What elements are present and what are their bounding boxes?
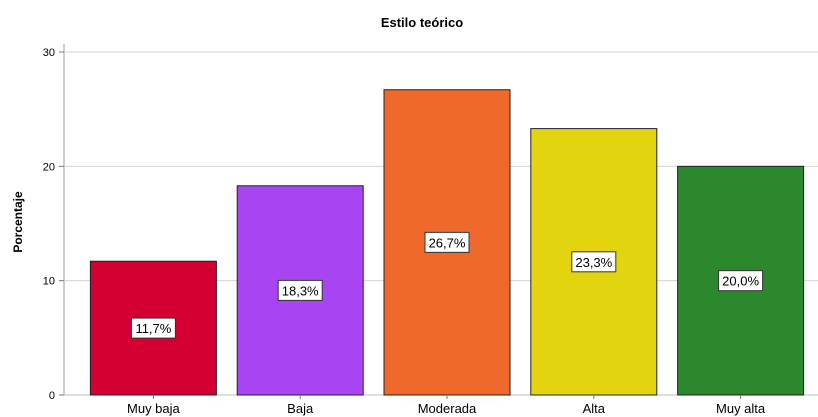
x-category-label: Baja xyxy=(287,401,314,416)
bars xyxy=(89,89,805,396)
data-label: 20,0% xyxy=(722,274,759,289)
data-label-box xyxy=(718,270,764,292)
bar-muy-baja xyxy=(89,260,217,396)
x-category-label: Moderada xyxy=(418,401,477,416)
data-label-box xyxy=(424,231,470,253)
data-label: 18,3% xyxy=(282,283,319,298)
y-tick-label: 0 xyxy=(49,390,55,402)
y-tick-label: 10 xyxy=(43,276,55,288)
data-label-box xyxy=(277,279,323,301)
data-label: 11,7% xyxy=(135,321,171,336)
chart-title: Estilo teórico xyxy=(381,15,463,30)
y-tick-label: 20 xyxy=(43,161,55,173)
data-label: 23,3% xyxy=(575,255,612,270)
x-category-label: Alta xyxy=(583,401,606,416)
x-category-label: Muy baja xyxy=(127,401,181,416)
y-axis-ticks: 0 10 20 30 xyxy=(43,47,64,402)
data-labels: 11,7% 18,3% 26,7% 23,3% 20,0% xyxy=(130,231,764,339)
data-label: 26,7% xyxy=(429,235,466,250)
x-axis-categories: Muy baja Baja Moderada Alta Muy alta xyxy=(127,395,766,416)
y-axis-label: Porcentaje xyxy=(11,191,25,253)
data-label-box xyxy=(571,251,617,273)
y-tick-label: 30 xyxy=(43,47,55,59)
data-label-box xyxy=(130,317,176,339)
x-category-label: Muy alta xyxy=(716,401,766,416)
